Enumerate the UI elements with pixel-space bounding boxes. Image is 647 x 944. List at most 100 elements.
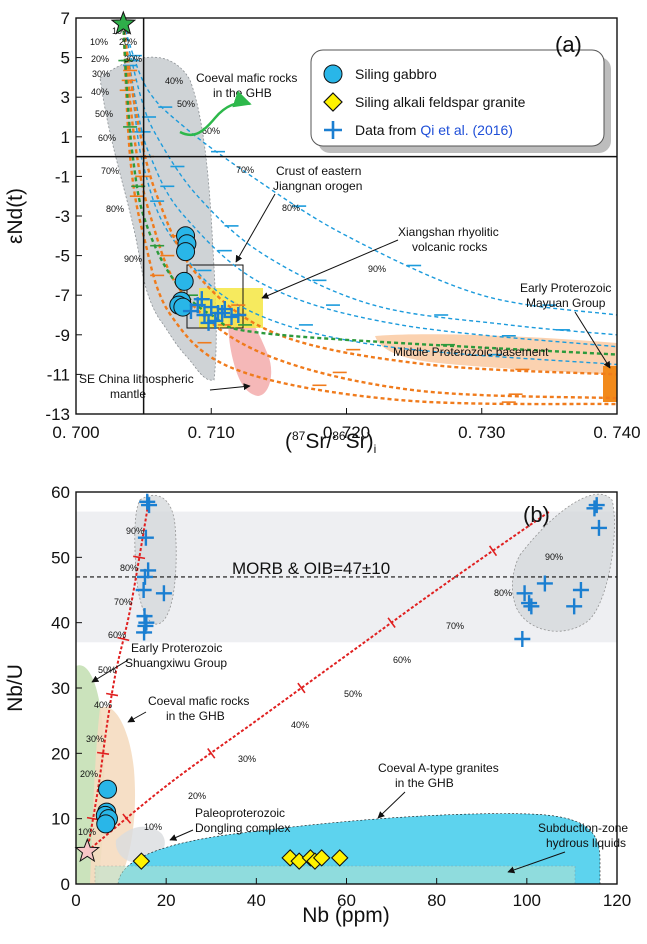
qi-data-point <box>590 519 607 536</box>
y-tick-label: 40 <box>51 614 70 633</box>
mixing-curve <box>122 23 617 316</box>
pct-label: 90% <box>368 264 386 274</box>
qi-data-point <box>566 598 583 615</box>
qi-reference-link[interactable]: Qi et al. (2016) <box>420 122 513 138</box>
gabbro-point <box>96 814 116 834</box>
annotation: mantle <box>110 387 146 401</box>
annotation: hydrous liquids <box>546 836 626 850</box>
mixing-lines <box>86 504 550 853</box>
pct-label: 70% <box>101 166 119 176</box>
panel-label-a: (a) <box>555 32 582 57</box>
granite-point <box>330 849 349 867</box>
y-tick-label: 50 <box>51 548 70 567</box>
annotation: Coeval A-type granites <box>378 761 499 775</box>
mixing-tick <box>207 748 216 759</box>
qi-data-point <box>137 529 154 546</box>
annotation: in the GHB <box>395 776 454 790</box>
mixing-curve <box>122 23 617 406</box>
legend-label-qi: Data from Qi et al. (2016) <box>355 122 513 138</box>
mixing-curves <box>118 23 617 406</box>
depleted-mantle-star <box>110 10 137 35</box>
legend-marker-gabbro <box>323 64 343 84</box>
qi-data-point <box>588 497 605 514</box>
pct-label: 60% <box>98 133 116 143</box>
morb-oib-label: MORB & OIB=47±10 <box>232 559 390 578</box>
pct-label: 80% <box>494 588 512 598</box>
qi-data-point <box>193 291 210 308</box>
mixing-tick <box>488 545 498 557</box>
panel-label-b: (b) <box>523 502 550 527</box>
granite-point <box>312 849 331 867</box>
annotation-arrow <box>127 711 147 723</box>
pct-label: 40% <box>91 87 109 97</box>
data-markers <box>95 493 607 870</box>
qi-data-point <box>136 568 153 585</box>
qi-data-point <box>521 595 538 612</box>
qi-data-point <box>155 585 172 602</box>
granite-point <box>281 849 299 867</box>
pct-label: 60% <box>393 655 411 665</box>
qi-data-point <box>523 598 540 615</box>
qi-data-point <box>230 307 247 323</box>
y-tick-label: -13 <box>45 405 70 424</box>
mixing-line <box>86 510 550 853</box>
pct-label: 50% <box>98 665 116 675</box>
mixing-curve <box>122 23 617 376</box>
y-tick-label: 20 <box>51 744 70 763</box>
pct-label: 30% <box>92 69 110 79</box>
pct-label: 40% <box>291 720 309 730</box>
y-tick-label: 5 <box>61 49 70 68</box>
y-tick-label: -9 <box>55 326 70 345</box>
panel-b: 0 10 20 30 40 50 60 0 20 40 60 80 100 120 10% 10% 20%… <box>4 483 631 927</box>
pct-label: 90% <box>124 254 142 264</box>
annotation: Jiangnan orogen <box>273 179 362 193</box>
qi-data-point <box>586 500 603 517</box>
x-tick-label: 40 <box>247 891 266 910</box>
pct-label: 80% <box>106 204 124 214</box>
x-tick-label: 20 <box>157 891 176 910</box>
x-tick-label: 0. 710 <box>188 423 235 442</box>
x-tick-label: 0. 700 <box>52 423 99 442</box>
qi-data-point <box>216 301 233 318</box>
pct-label: 60% <box>202 126 220 136</box>
qi-data-point <box>207 312 224 329</box>
mixing-curve <box>122 23 617 356</box>
annotation: Paleoproterozoic <box>195 806 285 820</box>
qi-data-point <box>200 314 217 331</box>
annotation: in the GHB <box>166 709 225 723</box>
annotation: Shuangxiwu Group <box>125 656 227 670</box>
field-qi-high-nb <box>512 493 615 632</box>
field-coeval-mafic-rocks <box>99 56 217 381</box>
x-tick-label: 100 <box>513 891 541 910</box>
annotation: Middle Proterozoic basement <box>393 345 549 359</box>
pct-label: 80% <box>120 563 138 573</box>
pct-label: 90% <box>126 526 144 536</box>
annotation-arrow <box>261 239 399 299</box>
legend-label-granite: Siling alkali feldspar granite <box>355 94 526 110</box>
x-axis-label-b: Nb (ppm) <box>302 904 390 927</box>
x-axis-label-a: (87Sr/86Sr)i <box>285 429 376 456</box>
qi-data-point <box>223 308 240 325</box>
mixing-tick <box>297 682 306 694</box>
legend-box <box>310 49 605 147</box>
mixing-line <box>86 504 150 852</box>
curve-percent-labels: 10% 10% 20% 20% 30% 30% 40% 40% 50% 50% … <box>78 526 563 837</box>
pct-label: 30% <box>238 754 256 764</box>
annotation: Coeval mafic rocks <box>196 71 297 85</box>
annotation-arrow <box>209 383 251 391</box>
axis-ticks: 0 10 20 30 40 50 60 0 20 40 60 80 100 120 <box>51 483 631 910</box>
annotation: Xiangshan rhyolitic <box>398 225 499 239</box>
green-curved-arrow <box>179 90 252 137</box>
pct-label: 20% <box>119 37 137 47</box>
qi-data-point <box>141 497 158 514</box>
legend-marker-granite <box>323 92 343 112</box>
qi-data-point <box>516 585 533 602</box>
y-tick-label: 3 <box>61 88 70 107</box>
data-markers <box>169 226 247 331</box>
legend-marker-qi-cross <box>324 121 342 139</box>
y-tick-label: 30 <box>51 679 70 698</box>
y-tick-label: 10 <box>51 810 70 829</box>
annotation: Coeval mafic rocks <box>148 694 249 708</box>
